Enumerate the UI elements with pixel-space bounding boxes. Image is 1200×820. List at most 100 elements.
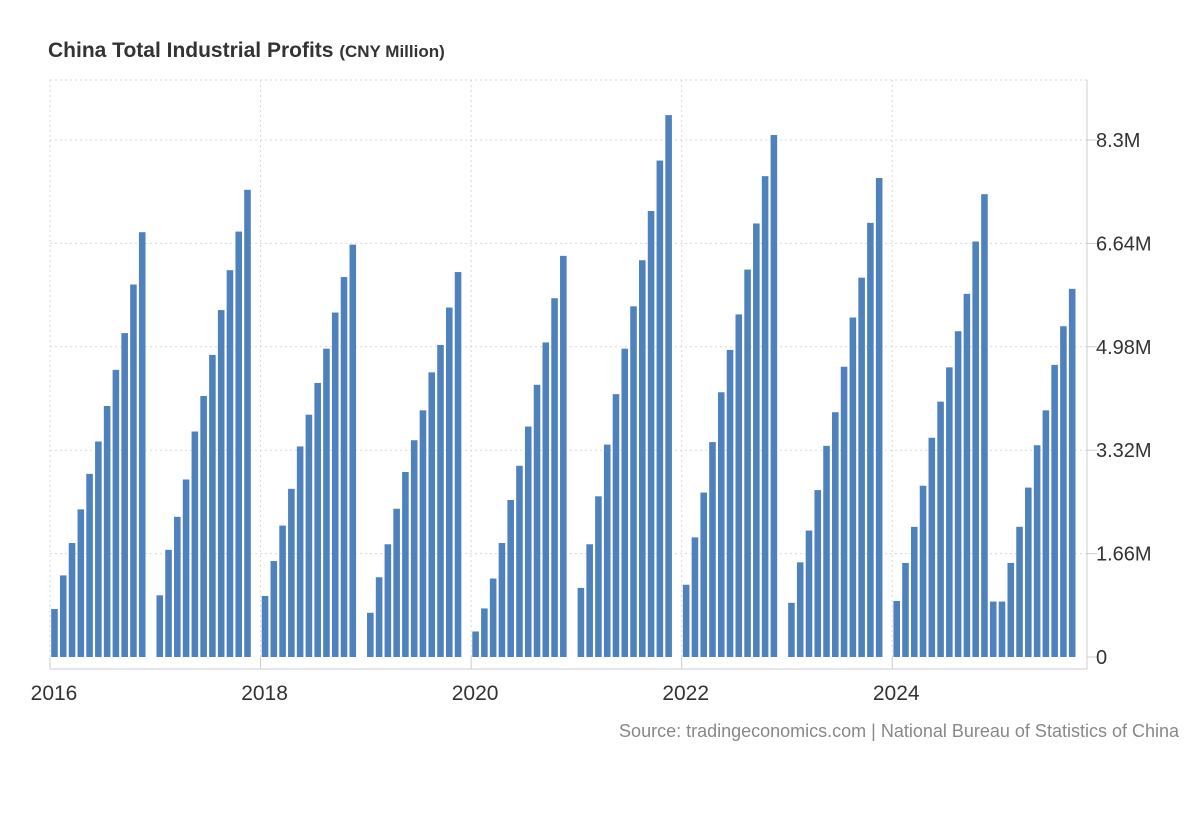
bar-2018-07 bbox=[305, 414, 313, 657]
bar-2017-05 bbox=[182, 479, 190, 657]
y-tick-label: 6.64M bbox=[1096, 233, 1152, 255]
y-tick-label: 0 bbox=[1096, 647, 1107, 669]
bar-2016-12 bbox=[138, 232, 146, 657]
bar-2023-07 bbox=[832, 412, 839, 657]
bar-2016-08 bbox=[103, 405, 111, 657]
bar-2018-02 bbox=[261, 595, 269, 657]
bar-2019-02 bbox=[367, 612, 374, 657]
bar-2023-03 bbox=[796, 562, 804, 657]
bar-2018-10 bbox=[331, 312, 339, 657]
bar-2019-08 bbox=[419, 410, 427, 657]
bar-2017-09 bbox=[217, 310, 225, 657]
bar-2018-05 bbox=[288, 488, 295, 657]
bar-2022-08 bbox=[735, 314, 743, 657]
bar-2017-03 bbox=[165, 549, 172, 657]
bar-2020-05 bbox=[498, 543, 506, 657]
bar-2022-02 bbox=[682, 584, 690, 657]
bar-2025-03 bbox=[1007, 562, 1015, 657]
bar-2022-03 bbox=[691, 537, 699, 657]
bar-2022-06 bbox=[717, 392, 725, 657]
x-tick-label: 2018 bbox=[241, 682, 288, 705]
bar-2023-04 bbox=[805, 530, 813, 657]
bar-2016-03 bbox=[59, 575, 67, 657]
x-tick-label: 2022 bbox=[662, 682, 709, 705]
bar-2018-04 bbox=[279, 525, 286, 657]
bar-2021-11 bbox=[656, 160, 664, 657]
bar-2016-02 bbox=[51, 609, 58, 657]
bar-2021-05 bbox=[603, 444, 611, 657]
y-tick-label: 1.66M bbox=[1096, 544, 1152, 566]
bar-2022-05 bbox=[709, 442, 716, 657]
bar-2023-06 bbox=[823, 445, 830, 657]
bar-2025-05 bbox=[1025, 487, 1032, 657]
chart-subtitle: (CNY Million) bbox=[339, 42, 445, 61]
bar-2016-11 bbox=[130, 284, 137, 657]
x-axis-ticks: 2016 2018 2020 2022 2024 bbox=[31, 657, 920, 705]
y-tick-label: 3.32M bbox=[1096, 440, 1152, 462]
bar-2018-08 bbox=[314, 382, 321, 657]
bar-2020-12 bbox=[560, 255, 567, 658]
bar-2020-11 bbox=[551, 298, 558, 657]
bar-2025-02 bbox=[998, 601, 1006, 657]
bar-2020-10 bbox=[542, 342, 550, 657]
bar-2020-08 bbox=[524, 426, 532, 657]
bar-2024-05 bbox=[919, 485, 927, 657]
bar-2018-09 bbox=[323, 348, 330, 657]
bar-2016-06 bbox=[86, 473, 93, 657]
bar-2022-12 bbox=[770, 135, 778, 657]
bar-2021-02 bbox=[577, 587, 585, 657]
bar-2023-05 bbox=[814, 490, 822, 657]
bar-2017-08 bbox=[209, 354, 216, 657]
axes bbox=[50, 80, 1088, 670]
bar-2019-03 bbox=[375, 577, 383, 657]
bar-2016-10 bbox=[121, 333, 128, 657]
bar-2018-12 bbox=[349, 244, 357, 657]
bar-2023-02 bbox=[788, 602, 795, 657]
bar-2017-04 bbox=[174, 516, 181, 657]
chart-title-text: China Total Industrial Profits bbox=[48, 39, 334, 62]
y-axis-ticks: 0 1.66M 3.32M 4.98M 6.64M 8.3M bbox=[1087, 130, 1152, 669]
x-tick-label: 2024 bbox=[873, 682, 920, 705]
bar-2024-12 bbox=[981, 194, 988, 657]
bar-2024-04 bbox=[910, 526, 918, 657]
x-tick-label: 2020 bbox=[452, 682, 499, 705]
source-note: Source: tradingeconomics.com | National … bbox=[619, 721, 1179, 741]
bar-2025-01 bbox=[989, 601, 997, 657]
bar-2024-09 bbox=[954, 331, 962, 657]
bar-2024-06 bbox=[928, 437, 936, 657]
y-tick-label: 8.3M bbox=[1096, 130, 1140, 152]
bar-2020-04 bbox=[489, 578, 497, 657]
bar-2020-07 bbox=[516, 465, 523, 657]
bar-2021-08 bbox=[630, 306, 637, 657]
bar-2017-12 bbox=[244, 189, 251, 657]
bar-2020-09 bbox=[533, 384, 541, 657]
bar-2017-10 bbox=[226, 270, 234, 657]
bar-series bbox=[51, 115, 1076, 658]
bar-2022-10 bbox=[753, 223, 760, 657]
bar-2022-11 bbox=[761, 176, 769, 657]
bar-2017-02 bbox=[156, 595, 164, 657]
bar-2016-05 bbox=[77, 509, 85, 657]
bar-2023-12 bbox=[875, 178, 883, 657]
bar-2023-11 bbox=[867, 222, 874, 657]
bar-2021-07 bbox=[621, 348, 629, 657]
bar-2018-11 bbox=[340, 277, 348, 657]
bar-2020-06 bbox=[507, 500, 514, 657]
bar-2019-10 bbox=[437, 344, 444, 657]
y-tick-label: 4.98M bbox=[1096, 337, 1152, 359]
grid-lines bbox=[49, 79, 1087, 657]
bar-2020-03 bbox=[481, 608, 488, 657]
bar-2019-05 bbox=[393, 508, 400, 657]
bar-2019-12 bbox=[454, 272, 462, 657]
bar-2024-11 bbox=[972, 241, 979, 657]
bar-2024-02 bbox=[893, 600, 900, 657]
bar-2025-09 bbox=[1060, 326, 1067, 657]
bar-2024-08 bbox=[946, 367, 953, 657]
bar-2019-09 bbox=[428, 372, 436, 657]
bar-2017-11 bbox=[235, 231, 243, 657]
bar-2019-04 bbox=[384, 544, 392, 657]
bar-2023-10 bbox=[858, 277, 865, 657]
bar-2021-03 bbox=[586, 544, 593, 657]
bar-2023-09 bbox=[849, 317, 857, 657]
